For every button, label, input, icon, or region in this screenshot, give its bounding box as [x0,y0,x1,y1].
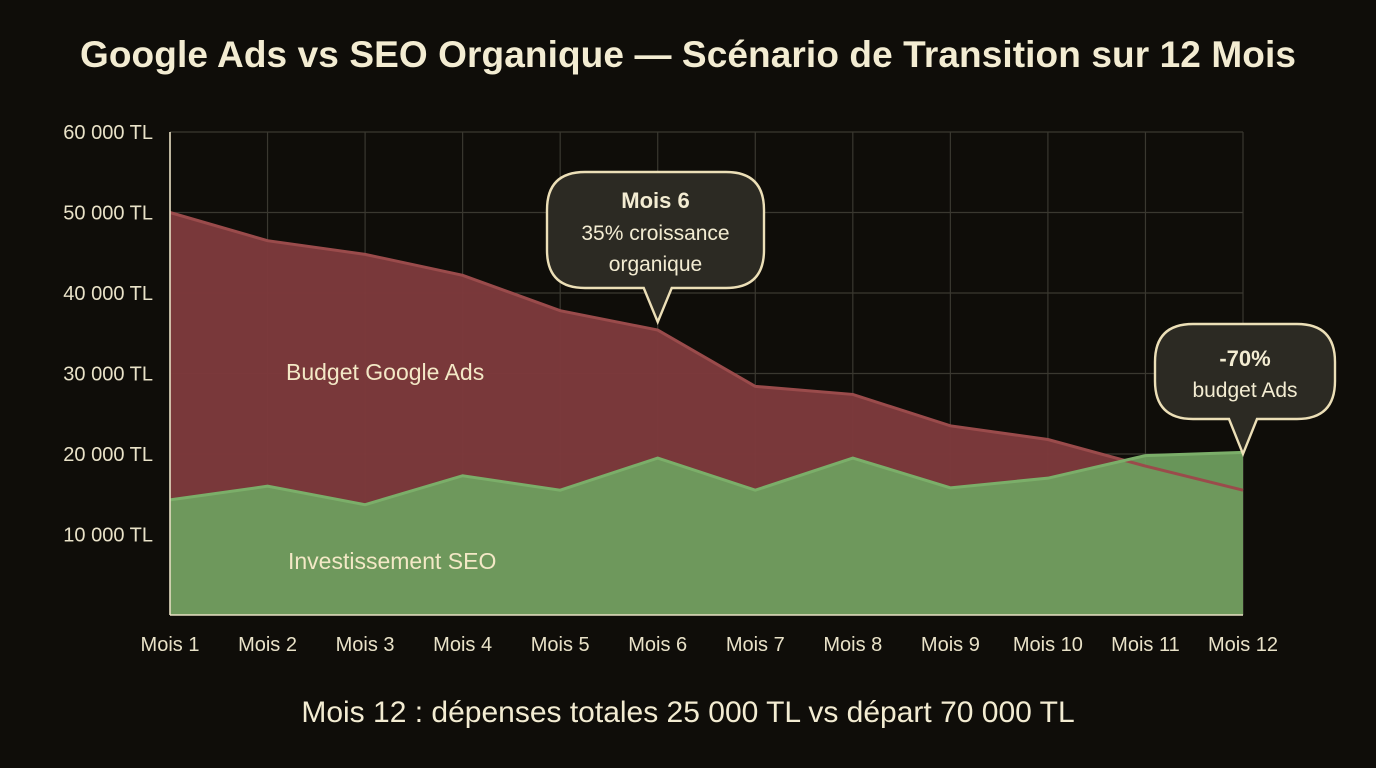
line-investissement-seo [169,450,1244,507]
x-tick-label: Mois 12 [1208,634,1278,656]
callout-mois-6: Mois 6 35% croissance organique [545,170,766,326]
area-investissement-seo [170,452,1243,615]
callout-text-line: budget Ads [1192,379,1297,402]
y-tick-labels: 10 000 TL 20 000 TL 30 000 TL 40 000 TL 50 0… [63,122,153,547]
callout-text-line: 35% croissance [581,222,729,245]
x-tick-label: Mois 5 [531,634,590,656]
axes [169,132,1243,616]
x-tick-label: Mois 3 [336,634,395,656]
chart-footer: Mois 12 : dépenses totales 25 000 TL vs … [301,696,1075,729]
x-tick-label: Mois 7 [726,634,785,656]
x-tick-label: Mois 1 [141,634,200,656]
x-tick-label: Mois 8 [823,634,882,656]
series-label-google-ads: Budget Google Ads [286,359,484,385]
y-tick-label: 10 000 TL [63,525,153,547]
chart-title: Google Ads vs SEO Organique — Scénario d… [79,34,1297,75]
x-tick-label: Mois 4 [433,634,492,656]
callout-text-line: organique [609,253,702,276]
y-tick-label: 30 000 TL [63,364,153,386]
callout-bubble [1153,322,1337,458]
x-tick-label: Mois 9 [921,634,980,656]
callouts: Mois 6 35% croissance organique -70% budget … [545,170,1337,458]
series-label-seo: Investissement SEO [288,548,496,574]
x-tick-label: Mois 11 [1111,634,1180,656]
x-tick-label: Mois 2 [238,634,297,656]
y-tick-label: 40 000 TL [63,283,153,305]
y-tick-label: 60 000 TL [63,122,153,144]
callout-title: Mois 6 [621,188,689,213]
callout-budget-ads: -70% budget Ads [1153,322,1337,458]
x-tick-labels: Mois 1 Mois 2 Mois 3 Mois 4 Mois 5 Mois 6 Mois… [141,634,1278,656]
y-tick-label: 50 000 TL [63,203,153,225]
x-tick-label: Mois 10 [1013,634,1083,656]
callout-bubble [545,170,766,326]
y-tick-label: 20 000 TL [63,444,153,466]
x-tick-label: Mois 6 [628,634,687,656]
line-budget-google-ads [169,211,1244,492]
series-labels: Budget Google Ads Investissement SEO [286,359,496,574]
callout-title: -70% [1219,346,1270,371]
series-areas [169,211,1244,615]
